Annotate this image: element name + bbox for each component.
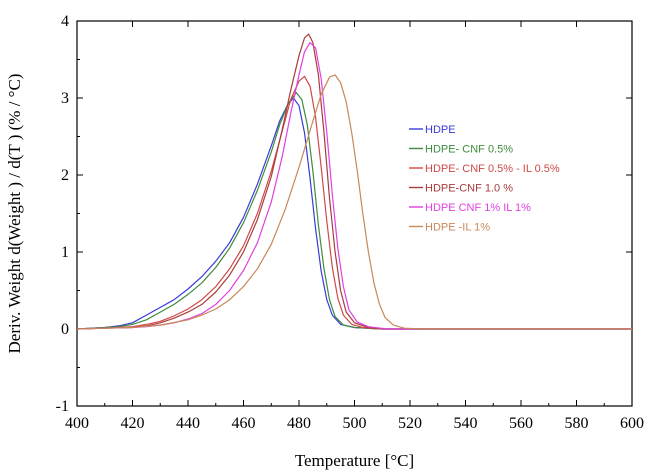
legend-label: HDPE -IL 1%	[425, 222, 490, 234]
y-tick-label: 4	[61, 13, 69, 30]
y-tick-label: 3	[61, 90, 69, 107]
series-line-6	[76, 74, 632, 330]
y-tick-label: 0	[61, 321, 69, 338]
y-tick-label: -1	[56, 398, 69, 415]
x-tick-label: 460	[232, 415, 256, 432]
legend-label: HDPE-CNF 1.0 %	[425, 183, 513, 195]
plot-frame	[76, 20, 633, 407]
legend: HDPE HDPE- CNF 0.5% HDPE- CNF 0.5% - IL 0.…	[409, 124, 560, 234]
y-tick-label: 1	[61, 244, 69, 261]
legend-label: HDPE	[425, 124, 456, 136]
series-line-4	[76, 33, 632, 330]
y-tick-label: 2	[61, 167, 69, 184]
series-line-1	[76, 97, 632, 330]
x-tick-label: 420	[121, 415, 145, 432]
legend-label: HDPE CNF 1% IL 1%	[425, 202, 531, 214]
x-tick-label: 500	[343, 415, 367, 432]
x-tick-label: 580	[565, 415, 589, 432]
series-lines	[76, 33, 632, 330]
legend-label: HDPE- CNF 0.5% - IL 0.5%	[425, 163, 560, 175]
x-tick-label: 560	[509, 415, 533, 432]
series-line-2	[76, 92, 632, 330]
x-tick-label: 440	[176, 415, 200, 432]
x-axis-ticks: 400 420 440 460 480 500 520 540 560 580 600	[65, 21, 644, 432]
x-tick-label: 540	[454, 415, 478, 432]
legend-label: HDPE- CNF 0.5%	[425, 144, 513, 156]
series-line-5	[76, 42, 632, 330]
x-tick-label: 400	[65, 415, 89, 432]
plot-border	[76, 20, 633, 407]
y-axis-title: Deriv. Weight d(Weight ) / d(T ) (% / °C…	[5, 74, 24, 354]
series-line-3	[76, 75, 632, 330]
x-tick-label: 520	[398, 415, 422, 432]
x-axis-title: Temperature [°C]	[295, 451, 414, 470]
x-tick-label: 480	[287, 415, 311, 432]
x-tick-label: 600	[620, 415, 644, 432]
y-axis-ticks: -1 0 1 2 3 4	[56, 13, 632, 415]
